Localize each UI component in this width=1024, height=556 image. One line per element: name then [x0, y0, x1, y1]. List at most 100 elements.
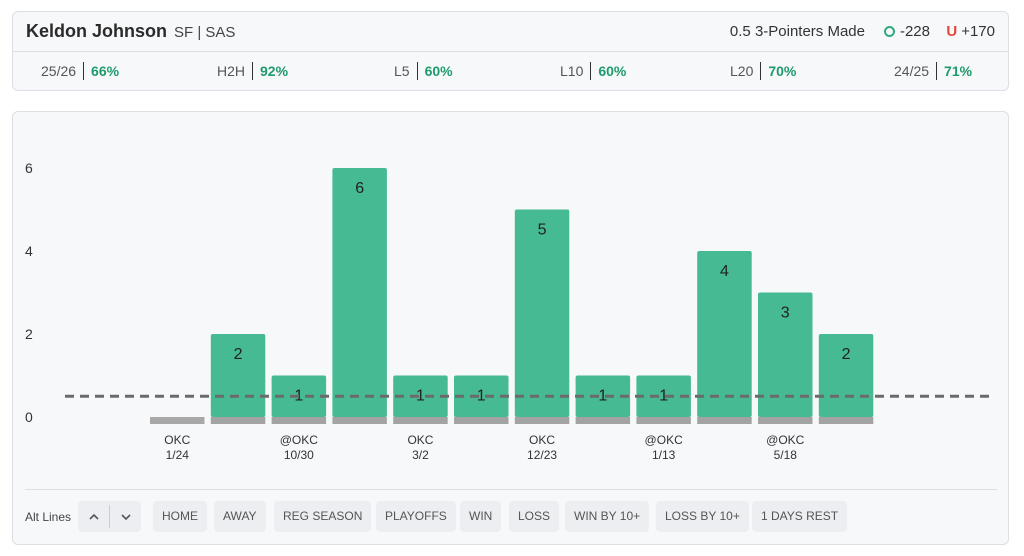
filter-win-by-10[interactable]: WIN BY 10+	[565, 501, 650, 532]
player-name: Keldon Johnson	[26, 21, 167, 41]
over-odds: -228	[899, 23, 930, 40]
filter-1-days-rest[interactable]: 1 DAYS REST	[752, 501, 848, 532]
game-log-chart-card: 024621611511432OKC1/24@OKC10/30OKC3/2OKC…	[12, 111, 1009, 545]
x-label-opponent: OKC	[164, 433, 190, 447]
stat-divider	[416, 62, 418, 80]
player-position-team: SF | SAS	[174, 24, 236, 41]
stat-value: 60%	[424, 63, 453, 79]
stat-l10: L10 60%	[560, 62, 626, 80]
stat-value: 71%	[944, 63, 973, 79]
x-label-opponent: OKC	[529, 433, 555, 447]
bar	[697, 251, 752, 417]
over-odds-button[interactable]: -228	[883, 23, 930, 40]
bar	[332, 168, 387, 417]
stat-divider	[83, 62, 85, 80]
stat-value: 60%	[598, 63, 627, 79]
bar-value-label: 4	[720, 263, 729, 280]
bar-base	[332, 417, 387, 424]
stat-value: 66%	[91, 63, 120, 79]
alt-line-down-button[interactable]	[110, 501, 141, 532]
stat-label: 24/25	[894, 63, 930, 79]
x-label-date: 3/2	[412, 448, 429, 462]
chevron-down-icon	[120, 513, 131, 520]
stat-label: L10	[560, 63, 584, 79]
bar	[393, 375, 448, 417]
stat-divider	[252, 62, 254, 80]
y-tick-label: 6	[25, 160, 33, 176]
game-log-chart: 024621611511432OKC1/24@OKC10/30OKC3/2OKC…	[25, 160, 995, 462]
bar-value-label: 2	[842, 346, 851, 363]
alt-lines-label: Alt Lines	[25, 510, 72, 524]
bar-zero	[150, 417, 205, 424]
x-label-date: 1/13	[652, 448, 676, 462]
y-tick-label: 4	[25, 243, 33, 259]
y-tick-label: 0	[25, 409, 33, 425]
stat-l20: L20 70%	[730, 62, 796, 80]
stat-divider	[936, 62, 938, 80]
stepper-divider	[109, 505, 110, 528]
over-icon	[883, 26, 895, 37]
bar-base	[758, 417, 813, 424]
bar-base	[393, 417, 448, 424]
under-odds-button[interactable]: U +170	[946, 23, 995, 40]
bar-value-label: 1	[477, 388, 486, 405]
bar-value-label: 2	[234, 346, 243, 363]
bar-base	[818, 417, 874, 424]
stat-value: 92%	[260, 63, 289, 79]
filter-loss-by-10[interactable]: LOSS BY 10+	[656, 501, 749, 532]
filter-win[interactable]: WIN	[460, 501, 502, 532]
bar	[514, 209, 570, 417]
filter-playoffs[interactable]: PLAYOFFS	[376, 501, 456, 532]
stat-label: L5	[394, 63, 410, 79]
x-label-opponent: OKC	[407, 433, 433, 447]
bar	[636, 375, 691, 417]
bar-value-label: 5	[538, 222, 547, 239]
filter-away[interactable]: AWAY	[214, 501, 266, 532]
filter-divider	[25, 489, 997, 490]
bar-value-label: 1	[598, 388, 607, 405]
bar-value-label: 1	[416, 388, 425, 405]
bar-base	[575, 417, 631, 424]
bar-base	[271, 417, 327, 424]
x-label-date: 12/23	[527, 448, 557, 462]
x-label-opponent: @OKC	[645, 433, 684, 447]
filter-loss[interactable]: LOSS	[509, 501, 560, 532]
filter-reg-season[interactable]: REG SEASON	[274, 501, 372, 532]
chevron-up-icon	[88, 513, 99, 520]
stat-h2h: H2H 92%	[217, 62, 288, 80]
y-tick-label: 2	[25, 326, 33, 342]
bar-value-label: 1	[659, 388, 668, 405]
stat-label: 25/26	[41, 63, 77, 79]
stat-divider	[590, 62, 592, 80]
x-label-opponent: @OKC	[766, 433, 805, 447]
filter-home[interactable]: HOME	[153, 501, 207, 532]
alt-line-stepper	[78, 501, 141, 532]
prop-line: 0.5 3-Pointers Made	[729, 23, 865, 40]
bar	[454, 375, 509, 417]
stat-label: L20	[730, 63, 754, 79]
bar	[758, 292, 813, 417]
stat-season-2425: 24/25 71%	[894, 62, 972, 80]
x-label-date: 10/30	[284, 448, 314, 462]
x-label-opponent: @OKC	[280, 433, 319, 447]
stat-divider	[760, 62, 762, 80]
under-icon: U	[946, 23, 958, 40]
bar	[575, 375, 631, 417]
header-top-row: Keldon Johnson SF | SAS 0.5 3-Pointers M…	[13, 12, 1008, 52]
bar-base	[636, 417, 691, 424]
bar-base	[454, 417, 509, 424]
bar-base	[514, 417, 570, 424]
bar-base	[697, 417, 752, 424]
alt-line-up-button[interactable]	[78, 501, 109, 532]
bar-value-label: 6	[355, 180, 364, 197]
x-label-date: 1/24	[166, 448, 190, 462]
x-label-date: 5/18	[774, 448, 798, 462]
stat-l5: L5 60%	[394, 62, 453, 80]
stat-label: H2H	[217, 63, 246, 79]
player-prop-header: Keldon Johnson SF | SAS 0.5 3-Pointers M…	[12, 11, 1009, 91]
bar-base	[210, 417, 266, 424]
stat-season-2526: 25/26 66%	[41, 62, 119, 80]
under-odds: +170	[961, 23, 995, 40]
stat-value: 70%	[768, 63, 797, 79]
bar-value-label: 3	[781, 305, 790, 322]
